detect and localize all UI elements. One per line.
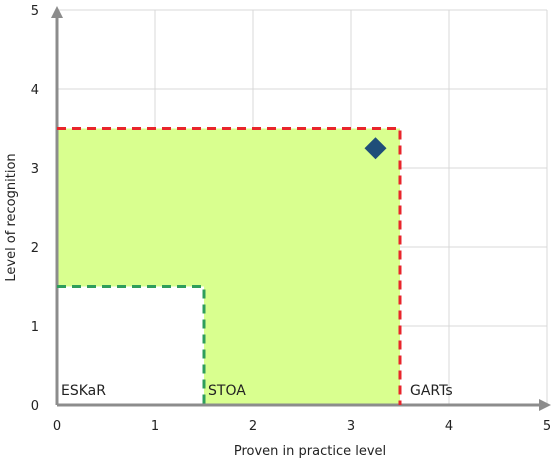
eskar-region-border [57, 285, 206, 405]
y-tick-label-4: 4 [31, 83, 39, 98]
y-tick-label-1: 1 [31, 320, 39, 335]
y-tick-label-5: 5 [31, 4, 39, 19]
x-axis-arrow [539, 399, 551, 411]
region-label-eskar: ESKaR [61, 383, 106, 399]
region-label-garts: GARTs [410, 383, 453, 399]
x-tick-label-4: 4 [445, 419, 453, 434]
axes [51, 6, 551, 411]
x-tick-label-0: 0 [53, 419, 61, 434]
y-tick-label-0: 0 [31, 399, 39, 414]
x-axis-title: Proven in practice level [234, 444, 386, 459]
data-points [364, 137, 387, 160]
region-label-stoa: STOA [208, 383, 246, 399]
stoa-region-border [57, 127, 402, 405]
y-tick-label-3: 3 [31, 162, 39, 177]
x-tick-labels: 0 1 2 3 4 5 [53, 419, 551, 434]
x-tick-label-3: 3 [347, 419, 355, 434]
y-axis-arrow [51, 6, 63, 18]
x-tick-label-5: 5 [543, 419, 551, 434]
y-axis-title: Level of recognition [4, 153, 19, 281]
eskar-region-fill [57, 286, 204, 405]
x-tick-label-2: 2 [249, 419, 257, 434]
data-point-0 [364, 137, 387, 160]
y-tick-label-2: 2 [31, 241, 39, 256]
y-tick-labels: 0 1 2 3 4 5 [31, 4, 39, 414]
x-tick-label-1: 1 [151, 419, 159, 434]
